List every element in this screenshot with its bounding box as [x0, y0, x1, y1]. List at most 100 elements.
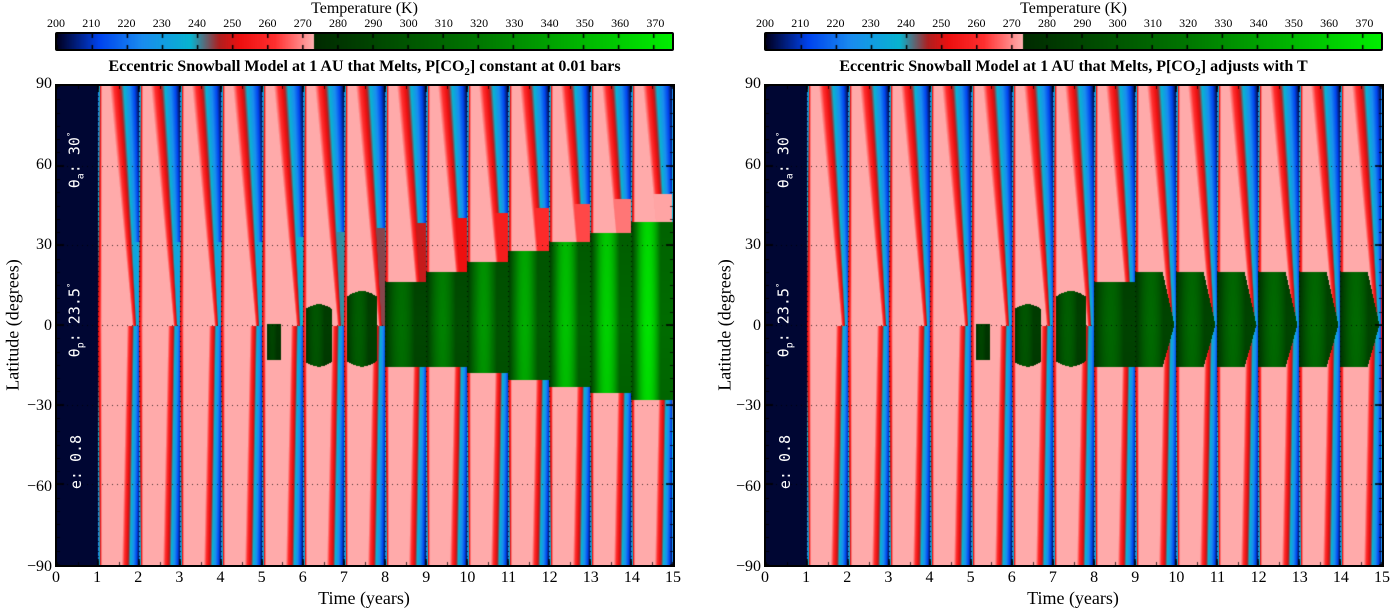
colorbar-tick-label: 220	[826, 16, 845, 30]
x-tick-label: 0	[52, 569, 60, 586]
x-tick-label: 13	[582, 569, 599, 586]
colorbar-tick-label: 370	[646, 16, 665, 30]
colorbar-tick-label: 350	[575, 16, 594, 30]
y-tick-label: 30	[36, 236, 52, 253]
y-tick-label: 0	[753, 316, 761, 334]
x-tick-label: 1	[93, 569, 102, 586]
x-tick-label: 12	[541, 569, 558, 586]
y-axis-label: Latitude (degrees)	[2, 259, 23, 391]
left-panel: Temperature (K) 200 210 220 230 240 250 260 270…	[2, 0, 682, 608]
plot-title: Eccentric Snowball Model at 1 AU that Me…	[56, 58, 673, 78]
colorbar-tick-label: 260	[258, 16, 277, 30]
x-tick-label: 10	[1168, 569, 1185, 586]
x-tick-label: 5	[257, 569, 266, 586]
colorbar-tick-label: 210	[82, 16, 101, 30]
x-tick-label: 13	[1291, 569, 1308, 586]
y-tick-label: 60	[36, 155, 52, 173]
y-tick-label: 90	[36, 75, 52, 92]
x-tick-label: 1	[802, 569, 811, 586]
colorbar-tick-label: 310	[1143, 16, 1162, 30]
colorbar-tick-label: 360	[1320, 16, 1339, 30]
colorbar-tick-label: 300	[1108, 16, 1127, 30]
colorbar-tick-label: 270	[1002, 16, 1021, 30]
colorbar-tick-label: 330	[505, 16, 524, 30]
title-text: Eccentric Snowball Model at 1 AU that Me…	[108, 58, 465, 75]
x-tick-label: 9	[422, 569, 431, 586]
heatmap-plot	[55, 84, 675, 567]
colorbar-tick-label: 240	[897, 16, 916, 30]
y-tick-label: 90	[745, 75, 761, 92]
x-tick-label: 4	[216, 569, 225, 586]
y-tick-label: −30	[735, 397, 761, 414]
x-axis-label: Time (years)	[1027, 588, 1119, 608]
x-tick-label: 2	[134, 569, 143, 586]
x-tick-label: 2	[843, 569, 852, 586]
y-tick-label: −60	[26, 477, 52, 495]
colorbar-tick-label: 230	[861, 16, 880, 30]
colorbar-tick-label: 260	[967, 16, 986, 30]
colorbar-tick-label: 250	[223, 16, 242, 30]
colorbar-tick-label: 210	[791, 16, 810, 30]
x-tick-label: 3	[884, 569, 893, 586]
y-tick-label: −60	[735, 477, 761, 495]
colorbar-tick-label: 240	[188, 16, 207, 30]
x-axis-label: Time (years)	[318, 588, 410, 608]
x-tick-label: 0	[761, 569, 769, 586]
right-panel: Temperature (K) 200 210 220 230 240 250 260 270…	[709, 0, 1391, 611]
colorbar-tick-label: 250	[932, 16, 951, 30]
param-theta-p: θp: 23.5°	[774, 282, 796, 358]
colorbar-tick-label: 320	[1179, 16, 1198, 30]
x-tick-label: 9	[1131, 569, 1140, 586]
colorbar-tick-label: 290	[1073, 16, 1092, 30]
x-tick-label: 10	[459, 569, 476, 586]
x-tick-label: 4	[925, 569, 934, 586]
x-tick-label: 11	[1209, 569, 1226, 586]
heatmap-plot	[764, 84, 1384, 567]
x-tick-label: 11	[500, 569, 517, 586]
x-tick-label: 5	[966, 569, 975, 586]
title-subscript: 2	[464, 66, 470, 79]
colorbar-title: Temperature (K)	[1020, 0, 1127, 17]
param-theta-p: θp: 23.5°	[65, 282, 87, 358]
colorbar-tick-label: 200	[756, 16, 774, 30]
x-tick-label: 14	[1332, 569, 1349, 586]
colorbar-tick-label: 230	[152, 16, 171, 30]
x-tick-label: 3	[175, 569, 184, 586]
y-tick-label: −90	[26, 558, 52, 575]
colorbar	[55, 32, 674, 51]
colorbar-tick-label: 360	[611, 16, 630, 30]
colorbar-tick-label: 270	[293, 16, 312, 30]
colorbar-tick-label: 330	[1214, 16, 1233, 30]
colorbar-tick-label: 340	[1249, 16, 1268, 30]
x-tick-label: 8	[381, 569, 390, 586]
colorbar-tick-label: 370	[1355, 16, 1374, 30]
colorbar-tick-label: 280	[1038, 16, 1057, 30]
colorbar-tick-label: 220	[117, 16, 136, 30]
colorbar-tick-label: 320	[470, 16, 489, 30]
param-theta-a: θa: 30°	[65, 131, 87, 189]
param-theta-a: θa: 30°	[774, 131, 796, 189]
colorbar-tick-label: 310	[434, 16, 453, 30]
colorbar-tick-label: 350	[1284, 16, 1303, 30]
y-tick-label: −90	[735, 558, 761, 575]
x-tick-label: 7	[1048, 569, 1057, 586]
colorbar	[764, 32, 1383, 51]
colorbar-tick-label: 290	[364, 16, 383, 30]
colorbar-tick-label: 280	[329, 16, 348, 30]
param-eccentricity: e: 0.8	[67, 434, 85, 490]
x-tick-label: 6	[298, 569, 307, 586]
title-subscript: 2	[1195, 66, 1201, 79]
x-tick-label: 15	[1374, 569, 1390, 586]
x-tick-label: 14	[623, 569, 640, 586]
x-tick-label: 6	[1007, 569, 1016, 586]
title-text-end: ] adjusts with T	[1200, 58, 1308, 75]
y-tick-label: 30	[745, 236, 761, 253]
y-tick-label: −30	[26, 397, 52, 414]
x-tick-label: 8	[1090, 569, 1099, 586]
y-tick-label: 0	[44, 316, 52, 334]
x-tick-label: 15	[665, 569, 681, 586]
colorbar-tick-label: 300	[399, 16, 418, 30]
x-tick-label: 12	[1250, 569, 1267, 586]
colorbar-tick-label: 200	[47, 16, 65, 30]
x-tick-label: 7	[339, 569, 348, 586]
